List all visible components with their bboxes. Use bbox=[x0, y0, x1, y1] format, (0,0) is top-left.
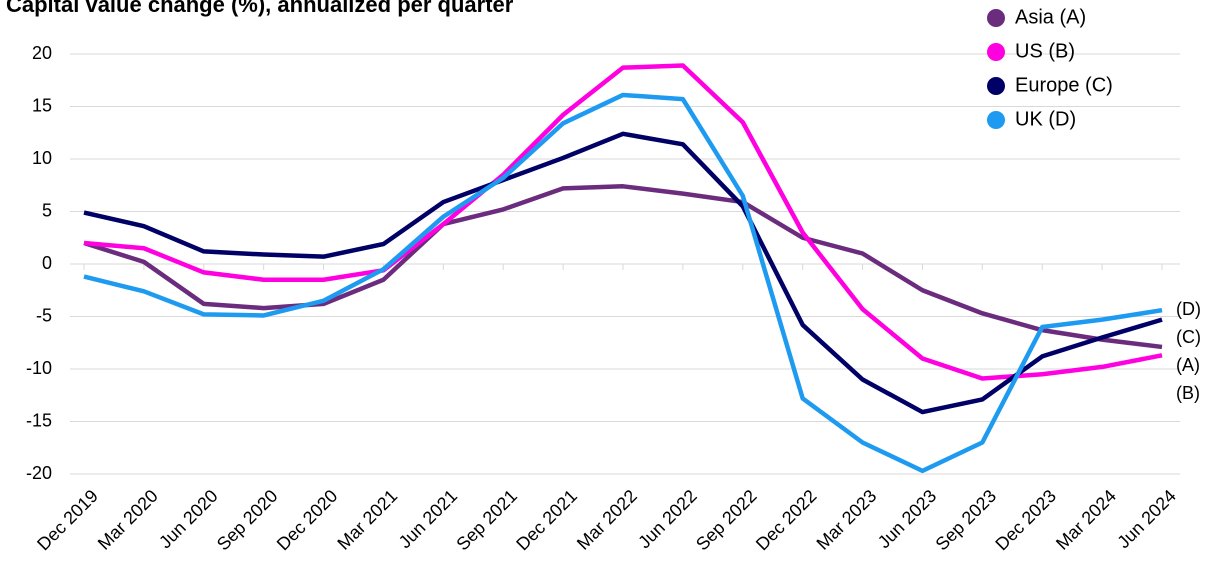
x-tick-label: Sep 2021 bbox=[452, 486, 521, 555]
x-tick-label: Jun 2022 bbox=[634, 486, 701, 553]
x-tick-label: Mar 2024 bbox=[1052, 486, 1120, 554]
x-tick-label: Sep 2020 bbox=[213, 486, 282, 555]
x-tick-label: Jun 2020 bbox=[155, 486, 222, 553]
y-tick-label: 5 bbox=[42, 200, 52, 220]
x-tick-label: Jun 2021 bbox=[395, 486, 462, 553]
x-tick-label: Dec 2023 bbox=[991, 486, 1060, 555]
end-label: (D) bbox=[1176, 299, 1201, 319]
series-line bbox=[83, 184, 1163, 350]
end-label: (B) bbox=[1176, 383, 1200, 403]
y-tick-label: 20 bbox=[32, 43, 52, 63]
legend-label: US (B) bbox=[1015, 40, 1075, 62]
y-tick-label: -20 bbox=[26, 463, 52, 483]
legend-label: Europe (C) bbox=[1015, 74, 1113, 96]
legend-swatch bbox=[987, 9, 1005, 27]
end-label: (C) bbox=[1176, 327, 1201, 347]
x-tick-label: Dec 2021 bbox=[512, 486, 581, 555]
x-tick-label: Mar 2022 bbox=[573, 486, 641, 554]
y-tick-label: 10 bbox=[32, 148, 52, 168]
series-line bbox=[83, 92, 1163, 474]
series-line bbox=[83, 63, 1163, 381]
legend-label: UK (D) bbox=[1015, 108, 1076, 130]
x-tick-label: Mar 2021 bbox=[333, 486, 401, 554]
legend-swatch bbox=[987, 43, 1005, 61]
x-tick-label: Jun 2024 bbox=[1113, 486, 1180, 553]
x-tick-label: Jun 2023 bbox=[874, 486, 941, 553]
series-line bbox=[83, 131, 1163, 415]
x-tick-label: Sep 2023 bbox=[932, 486, 1001, 555]
y-tick-label: 15 bbox=[32, 95, 52, 115]
x-tick-label: Sep 2022 bbox=[692, 486, 761, 555]
end-label: (A) bbox=[1176, 355, 1200, 375]
x-tick-label: Dec 2022 bbox=[752, 486, 821, 555]
y-tick-label: -10 bbox=[26, 358, 52, 378]
y-tick-label: -15 bbox=[26, 410, 52, 430]
legend-swatch bbox=[987, 111, 1005, 129]
x-tick-label: Mar 2020 bbox=[94, 486, 162, 554]
x-tick-label: Mar 2023 bbox=[813, 486, 881, 554]
legend-label: Asia (A) bbox=[1015, 6, 1086, 28]
chart-title: Capital value change (%), annualized per… bbox=[6, 0, 514, 17]
y-tick-label: -5 bbox=[36, 305, 52, 325]
x-tick-label: Dec 2020 bbox=[273, 486, 342, 555]
x-tick-label: Dec 2019 bbox=[33, 486, 102, 555]
legend-swatch bbox=[987, 77, 1005, 95]
y-tick-label: 0 bbox=[42, 253, 52, 273]
